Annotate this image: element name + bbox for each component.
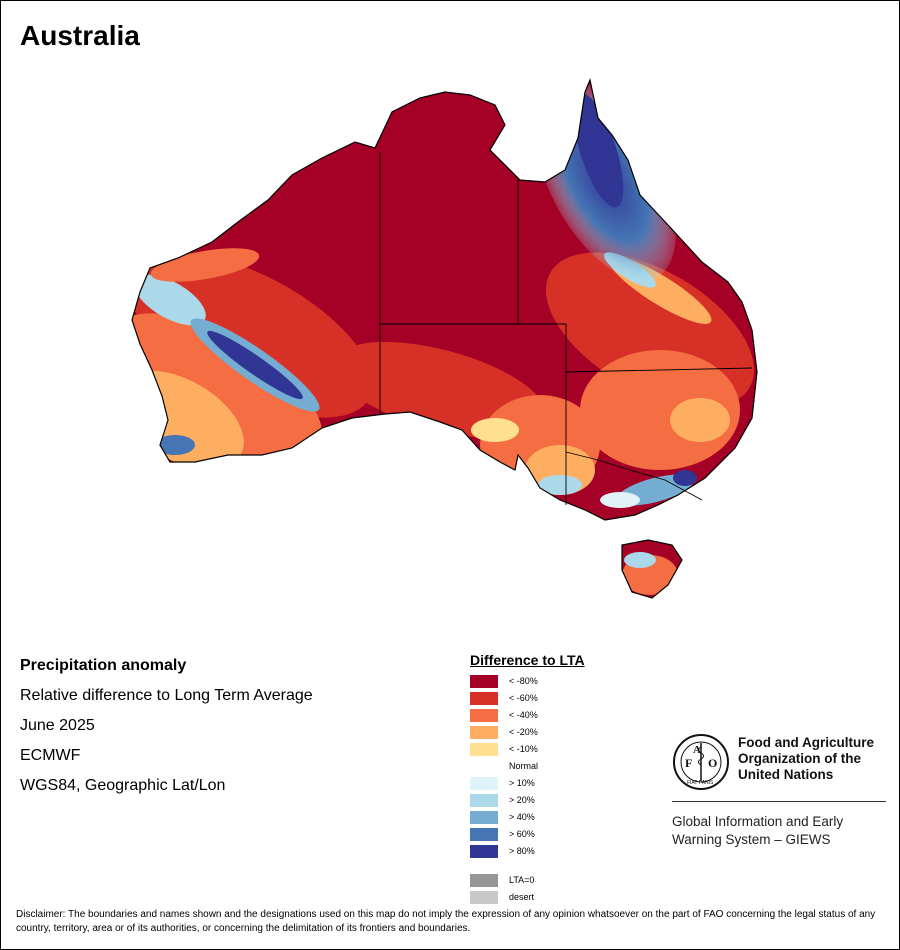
info-projection: WGS84, Geographic Lat/Lon: [20, 777, 226, 794]
info-source: ECMWF: [20, 747, 81, 764]
legend-label: > 20%: [509, 795, 535, 805]
legend-label: > 60%: [509, 829, 535, 839]
legend-wet-classes: > 10% > 20% > 40% > 60% > 80%: [470, 776, 585, 861]
legend-swatch: [470, 794, 498, 807]
fao-org-line1: Food and Agriculture: [738, 735, 874, 750]
legend-label: < -60%: [509, 693, 538, 703]
legend-label: desert: [509, 892, 535, 902]
map-info: Precipitation anomaly Relative differenc…: [20, 655, 313, 805]
legend-label: < -40%: [509, 710, 538, 720]
legend-swatch: [470, 743, 498, 756]
fao-org-line3: United Nations: [738, 767, 834, 782]
fao-emblem-motto: FIAT PANIS: [687, 780, 714, 786]
legend-label: > 10%: [509, 778, 535, 788]
fao-emblem-letter-o: O: [708, 756, 717, 770]
legend-swatch: [470, 874, 498, 887]
legend-swatch: [470, 845, 498, 858]
legend-label: > 40%: [509, 812, 535, 822]
legend-swatch: [470, 692, 498, 705]
australia-anomaly-map: [131, 77, 758, 599]
map-title: Australia: [20, 20, 140, 51]
legend-swatch: [470, 828, 498, 841]
legend-item: > 40%: [470, 810, 585, 827]
info-period: June 2025: [20, 717, 95, 734]
fao-emblem-icon: F A O FIAT PANIS: [673, 734, 729, 790]
info-subtitle: Relative difference to Long Term Average: [20, 687, 313, 704]
legend-item: < -20%: [470, 725, 585, 742]
legend-swatch: [470, 726, 498, 739]
legend-normal-label: Normal: [509, 761, 539, 771]
legend-label: LTA=0: [509, 875, 535, 885]
disclaimer: Disclaimer: The boundaries and names sho…: [16, 909, 876, 934]
legend-swatch: [470, 777, 498, 790]
fao-org-line2: Organization of the: [738, 751, 861, 766]
legend-label: < -10%: [509, 744, 538, 754]
legend-title: Difference to LTA: [470, 652, 585, 668]
legend-dry-classes: < -80% < -60% < -40% < -20% < -10%: [470, 674, 585, 759]
info-heading: Precipitation anomaly: [20, 657, 187, 674]
giews-line2: Warning System – GIEWS: [672, 832, 831, 847]
legend-item: > 20%: [470, 793, 585, 810]
giews-name: Global Information and Early Warning Sys…: [672, 813, 843, 849]
legend-label: < -20%: [509, 727, 538, 737]
legend-item: < -80%: [470, 674, 585, 691]
legend-item: < -60%: [470, 691, 585, 708]
legend-item: > 60%: [470, 827, 585, 844]
legend-swatch: [470, 891, 498, 904]
fao-emblem-letter-f: F: [685, 756, 692, 770]
fao-emblem-letter-a: A: [693, 744, 701, 756]
legend-swatch: [470, 675, 498, 688]
legend-item: > 10%: [470, 776, 585, 793]
fao-org-name: Food and Agriculture Organization of the…: [738, 735, 874, 783]
legend-label: < -80%: [509, 676, 538, 686]
legend-item: desert: [470, 890, 585, 907]
legend-item: > 80%: [470, 844, 585, 861]
legend: Difference to LTA < -80% < -60% < -40% <…: [470, 652, 585, 907]
fao-divider: [672, 801, 886, 802]
legend-item: LTA=0: [470, 873, 585, 890]
legend-label: > 80%: [509, 846, 535, 856]
legend-other-classes: LTA=0 desert: [470, 873, 585, 907]
legend-swatch: [470, 811, 498, 824]
giews-line1: Global Information and Early: [672, 814, 844, 829]
legend-item: < -40%: [470, 708, 585, 725]
legend-item: < -10%: [470, 742, 585, 759]
legend-swatch: [470, 709, 498, 722]
